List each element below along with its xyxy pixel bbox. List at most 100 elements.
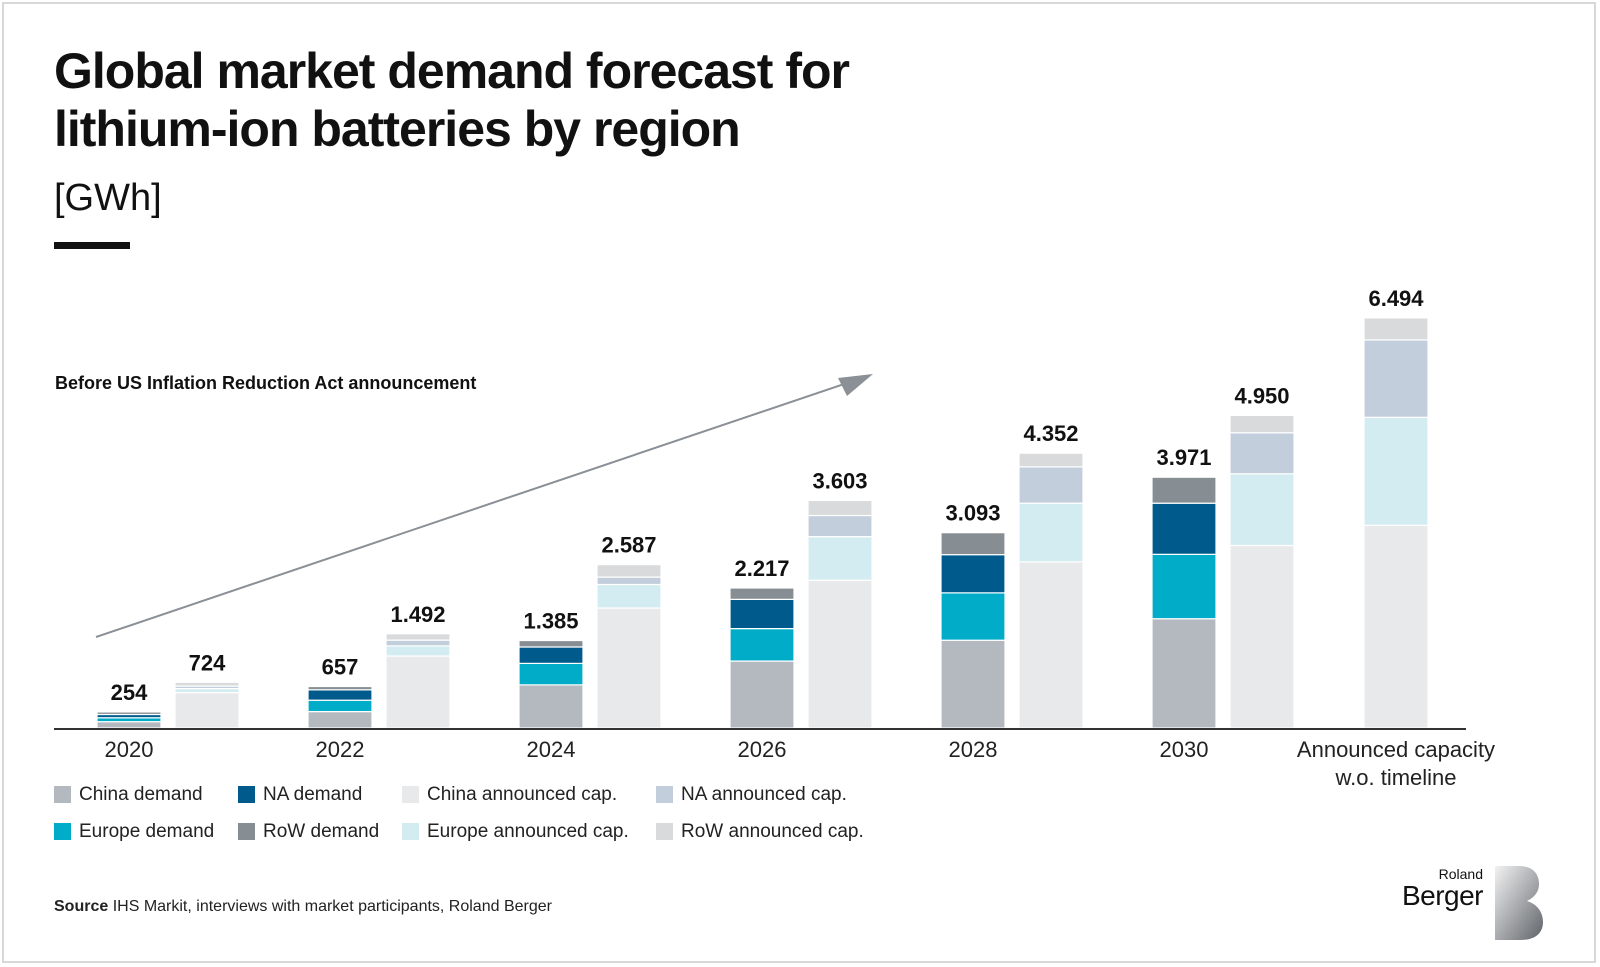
source-text: IHS Markit, interviews with market parti… bbox=[112, 898, 552, 915]
legend-label: NA demand bbox=[263, 783, 363, 805]
bar-2022-demand bbox=[307, 685, 373, 729]
total-value-label: 4.352 bbox=[1023, 421, 1078, 446]
legend-label: Europe demand bbox=[79, 820, 215, 842]
total-value-label: 4.950 bbox=[1234, 383, 1289, 408]
bar-segment-row-cap bbox=[1229, 414, 1295, 434]
legend-label: NA announced cap. bbox=[681, 783, 847, 805]
bar-segment-europe-cap bbox=[807, 536, 873, 581]
bar-segment-china-demand bbox=[1151, 618, 1217, 729]
bar-segment-china-demand bbox=[940, 639, 1006, 729]
logo-line1: Roland bbox=[1438, 866, 1483, 882]
bar-2028-demand bbox=[940, 532, 1006, 729]
total-value-label: 657 bbox=[322, 655, 359, 680]
bar-segment-na-cap bbox=[596, 576, 662, 586]
bar-segment-europe-cap bbox=[596, 583, 662, 609]
bar-segment-row-cap bbox=[807, 499, 873, 517]
legend-swatch bbox=[54, 823, 71, 840]
legend-item-china-demand: China demand bbox=[54, 782, 238, 807]
bar-segment-europe-demand bbox=[940, 592, 1006, 641]
legend-swatch bbox=[54, 786, 71, 803]
legend-label: RoW demand bbox=[263, 820, 380, 842]
legend-swatch bbox=[402, 823, 419, 840]
bar-2030-demand bbox=[1151, 476, 1217, 729]
legend-item-row-cap: RoW announced cap. bbox=[656, 819, 896, 844]
unit-label: [GWh] bbox=[54, 177, 162, 219]
x-axis-labels: 2020 2022 2024 2026 2028 2030 Announced capaci… bbox=[105, 737, 1496, 790]
bar-2022-capacity bbox=[385, 633, 451, 729]
total-value-label: 1.385 bbox=[523, 609, 578, 634]
bar-2026-capacity bbox=[807, 499, 873, 729]
bar-2024-capacity bbox=[596, 564, 662, 729]
legend-item-row-demand: RoW demand bbox=[238, 819, 402, 844]
x-tick-label: 2024 bbox=[527, 737, 576, 762]
legend-swatch bbox=[656, 823, 673, 840]
bar-2024-demand bbox=[518, 639, 584, 729]
bar-segment-europe-cap bbox=[1018, 502, 1084, 563]
bar-segment-europe-demand bbox=[729, 627, 795, 662]
roland-berger-logo: Roland Berger bbox=[1392, 866, 1547, 942]
bar-segment-na-demand bbox=[940, 554, 1006, 594]
x-tick-label: 2022 bbox=[316, 737, 365, 762]
bar-segment-china-demand bbox=[729, 660, 795, 729]
bar-segment-china-cap bbox=[596, 607, 662, 729]
bar-segment-europe-cap bbox=[385, 645, 451, 657]
bar-segment-china-cap bbox=[1018, 561, 1084, 729]
bar-segment-china-cap bbox=[807, 579, 873, 729]
bar-segment-china-demand bbox=[307, 710, 373, 729]
x-tick-label: 2028 bbox=[949, 737, 998, 762]
total-value-label: 2.587 bbox=[601, 533, 656, 558]
total-value-label: 724 bbox=[189, 650, 226, 675]
bar-segment-row-cap bbox=[1018, 452, 1084, 468]
total-value-label: 2.217 bbox=[734, 556, 789, 581]
bar-segment-row-cap bbox=[1363, 317, 1429, 341]
source-note: Source IHS Markit, interviews with marke… bbox=[54, 898, 552, 916]
source-label: Source bbox=[54, 898, 109, 915]
bar-segment-na-cap bbox=[385, 639, 451, 647]
logo-b-mark-icon bbox=[1495, 866, 1543, 940]
x-tick-label: 2026 bbox=[738, 737, 787, 762]
bar-segment-row-demand bbox=[1151, 476, 1217, 504]
bar-segment-china-cap bbox=[1229, 544, 1295, 729]
bar-segment-row-demand bbox=[518, 639, 584, 648]
legend-swatch bbox=[238, 823, 255, 840]
legend: China demand NA demand China announced cap… bbox=[54, 782, 896, 844]
bar-segment-row-demand bbox=[96, 711, 162, 716]
bar-segment-europe-cap bbox=[1363, 416, 1429, 526]
x-tick-label: 2020 bbox=[105, 737, 154, 762]
bar-segment-europe-demand bbox=[307, 699, 373, 713]
bar-segment-na-cap bbox=[1229, 432, 1295, 475]
x-tick-label: 2030 bbox=[1160, 737, 1209, 762]
bar-segment-china-demand bbox=[518, 684, 584, 729]
bar-segment-europe-demand bbox=[518, 662, 584, 686]
bar-segment-row-cap bbox=[596, 564, 662, 578]
legend-swatch bbox=[238, 786, 255, 803]
total-value-label: 6.494 bbox=[1368, 286, 1424, 311]
trend-arrow bbox=[95, 374, 873, 638]
bar-segment-europe-cap bbox=[1229, 473, 1295, 547]
total-value-label: 3.603 bbox=[812, 468, 867, 493]
bar-segment-na-demand bbox=[307, 689, 373, 701]
legend-item-china-cap: China announced cap. bbox=[402, 782, 656, 807]
bar-segment-na-demand bbox=[518, 646, 584, 664]
legend-label: China announced cap. bbox=[427, 783, 618, 805]
bar-segment-china-demand bbox=[96, 721, 162, 729]
logo-line2: Berger bbox=[1401, 880, 1484, 911]
bar-segment-row-cap bbox=[174, 681, 240, 687]
bar-segment-na-cap bbox=[807, 514, 873, 538]
bar-segment-row-demand bbox=[940, 532, 1006, 556]
bar-2026-demand bbox=[729, 587, 795, 729]
bar-segment-row-demand bbox=[307, 685, 373, 691]
bar-segment-row-cap bbox=[385, 633, 451, 641]
total-value-label: 1.492 bbox=[390, 602, 445, 627]
total-value-label: 254 bbox=[111, 680, 148, 705]
bar-segment-europe-demand bbox=[1151, 553, 1217, 620]
bar-segment-china-cap bbox=[385, 655, 451, 729]
bar-2020-demand bbox=[96, 711, 162, 729]
bar-segment-china-cap bbox=[174, 692, 240, 729]
legend-item-na-demand: NA demand bbox=[238, 782, 402, 807]
title-rule bbox=[54, 242, 130, 249]
bar-2030-capacity bbox=[1229, 414, 1295, 729]
annotation-label: Before US Inflation Reduction Act announ… bbox=[55, 373, 476, 393]
legend-swatch bbox=[656, 786, 673, 803]
